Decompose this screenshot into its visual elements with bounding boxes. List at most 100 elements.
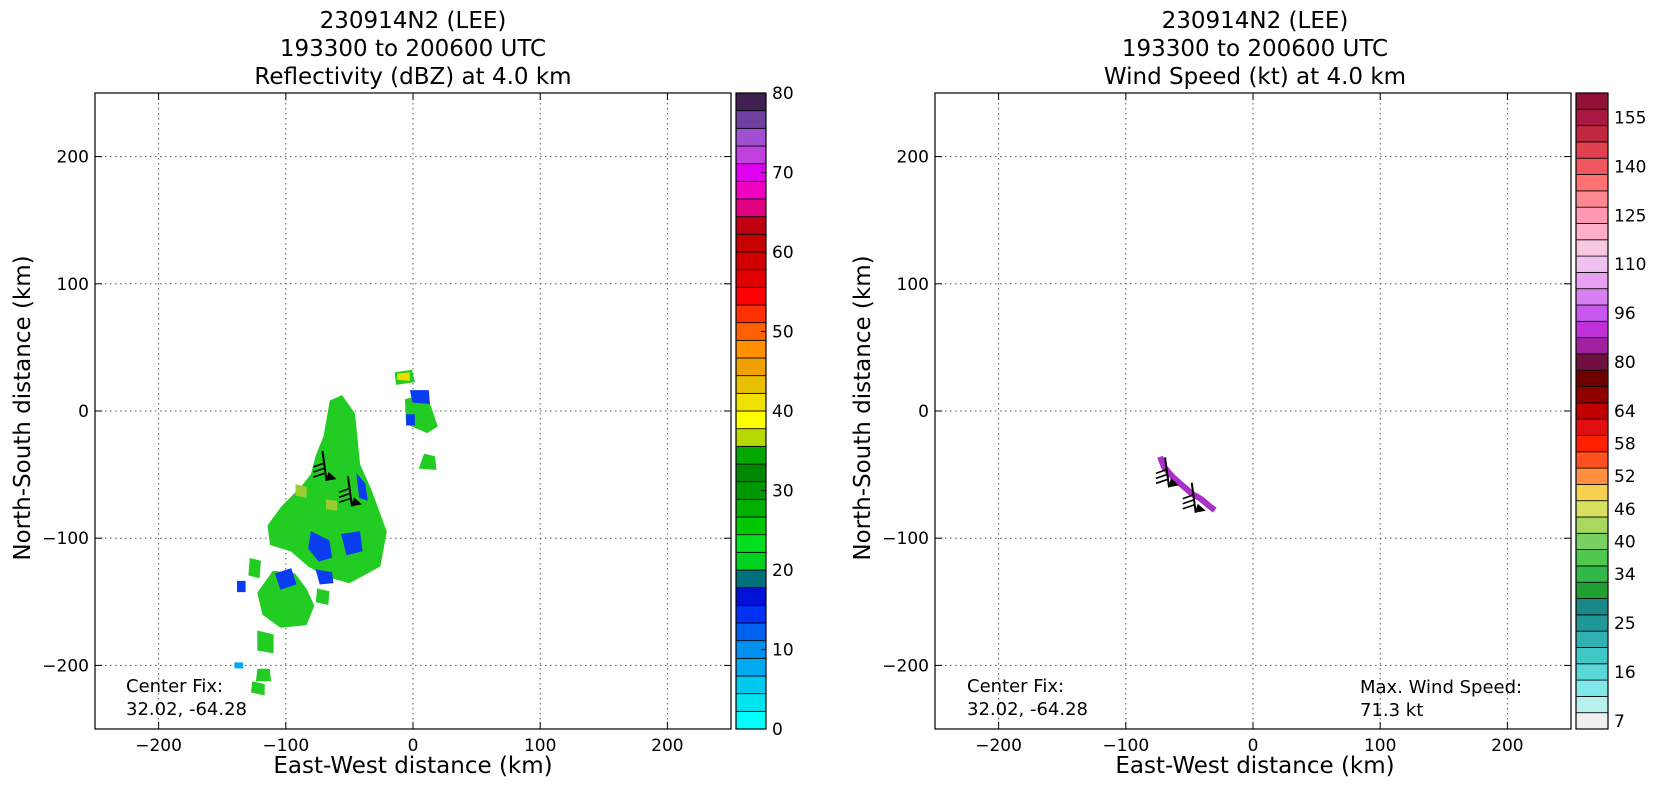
wind-colorbar-band-16 xyxy=(1575,451,1609,469)
reflectivity-colorbar-tick-label-5: 50 xyxy=(772,323,794,343)
reflectivity-colorbar-band-30 xyxy=(735,180,767,200)
reflectivity-colorbar-band-10 xyxy=(735,534,767,553)
wind-colorbar-band-18 xyxy=(1575,418,1609,436)
reflectivity-y-tick-label-1: −100 xyxy=(42,529,89,549)
wind-colorbar-band-30 xyxy=(1575,223,1609,241)
wind-colorbar-band-11 xyxy=(1575,532,1609,551)
reflectivity-title-line-1: 230914N2 (LEE) xyxy=(320,8,507,34)
reflectivity-colorbar-band-35 xyxy=(735,92,767,112)
echo-region-19 xyxy=(397,372,410,382)
wind-colorbar-frame xyxy=(1575,92,1609,730)
reflectivity-colorbar-tick-label-1: 10 xyxy=(772,641,794,661)
reflectivity-colorbar-band-19 xyxy=(735,375,767,394)
echo-region-11 xyxy=(308,531,333,562)
echo-region-6 xyxy=(315,588,330,605)
wind-colorbar-band-20 xyxy=(1575,386,1609,404)
wind-swath-0 xyxy=(1157,455,1217,513)
wind-colorbar-band-9 xyxy=(1575,565,1609,583)
wind-colorbar-band-27 xyxy=(1575,271,1609,290)
reflectivity-center-fix-value: 32.02, -64.28 xyxy=(126,699,247,720)
echo-region-20 xyxy=(295,484,307,499)
wind-colorbar-tick-label-14: 155 xyxy=(1614,108,1646,128)
wind-colorbar-band-24 xyxy=(1575,320,1609,339)
wind-colorbar-band-13 xyxy=(1575,500,1609,518)
wind-colorbar-band-31 xyxy=(1575,206,1609,224)
echo-region-16 xyxy=(406,414,415,426)
wind-colorbar-band-2 xyxy=(1575,679,1609,697)
wind-colorbar-band-28 xyxy=(1575,255,1609,273)
reflectivity-data-layer xyxy=(234,369,438,696)
wind-colorbar-band-22 xyxy=(1575,353,1609,371)
reflectivity-colorbar-band-2 xyxy=(735,675,767,695)
wind-colorbar-band-4 xyxy=(1575,647,1609,665)
echo-region-10 xyxy=(356,473,368,501)
reflectivity-colorbar-band-20 xyxy=(735,357,767,377)
reflectivity-colorbar-tick-label-0: 0 xyxy=(772,720,783,740)
reflectivity-center-fix-label: Center Fix: xyxy=(126,676,223,697)
reflectivity-colorbar-tick-label-7: 70 xyxy=(772,164,794,184)
max-wind-speed-value: 71.3 kt xyxy=(1360,700,1423,721)
echo-region-1 xyxy=(257,570,315,628)
wind-colorbar-tick-label-11: 110 xyxy=(1614,255,1646,275)
echo-region-4 xyxy=(418,453,437,471)
wind-colorbar-band-14 xyxy=(1575,483,1609,502)
reflectivity-colorbar-band-25 xyxy=(735,269,767,288)
reflectivity-colorbar-band-15 xyxy=(735,445,767,465)
wind-title-line-2: 193300 to 200600 UTC xyxy=(1122,36,1388,62)
wind-colorbar-tick-label-3: 34 xyxy=(1614,565,1636,585)
reflectivity-colorbar-band-14 xyxy=(735,463,767,483)
echo-region-17 xyxy=(237,580,246,593)
reflectivity-y-tick-label-3: 100 xyxy=(57,275,89,295)
reflectivity-y-axis-label: North-South distance (km) xyxy=(10,255,36,560)
max-wind-speed-label: Max. Wind Speed: xyxy=(1360,677,1522,698)
reflectivity-colorbar-band-23 xyxy=(735,304,767,324)
wind-colorbar-band-0 xyxy=(1575,712,1609,730)
reflectivity-y-tick-label-4: 200 xyxy=(57,148,89,168)
wind-colorbar-band-29 xyxy=(1575,239,1609,257)
echo-region-13 xyxy=(274,568,297,590)
wind-colorbar-band-32 xyxy=(1575,190,1609,208)
reflectivity-colorbar-tick-label-6: 60 xyxy=(772,243,794,263)
echo-region-21 xyxy=(326,499,338,511)
wind-y-tick-label-1: −100 xyxy=(882,529,929,549)
reflectivity-plot-area: −200 −100 0 100 200 −200 −100 0 100 200 xyxy=(42,92,732,756)
reflectivity-colorbar-band-7 xyxy=(735,587,767,606)
wind-colorbar-tick-label-7: 58 xyxy=(1614,435,1636,455)
reflectivity-colorbar-band-32 xyxy=(735,145,767,165)
reflectivity-colorbar-tick-label-2: 20 xyxy=(772,561,794,581)
wind-barb-2 xyxy=(1182,482,1206,513)
wind-speed-colorbar: 7 16 25 34 40 46 52 58 64 80 96 110 125 140 155 xyxy=(1575,92,1646,732)
reflectivity-x-tick-label-0: −200 xyxy=(135,736,182,756)
wind-data-layer xyxy=(1155,455,1217,513)
reflectivity-title-line-2: 193300 to 200600 UTC xyxy=(280,36,546,62)
wind-colorbar-band-35 xyxy=(1575,141,1609,159)
wind-y-tick-label-0: −200 xyxy=(882,656,929,676)
wind-colorbar-band-10 xyxy=(1575,549,1609,567)
wind-colorbar-tick-label-8: 64 xyxy=(1614,402,1636,422)
reflectivity-x-tick-label-4: 200 xyxy=(651,736,683,756)
wind-colorbar-tick-label-12: 125 xyxy=(1614,206,1646,226)
reflectivity-y-tick-label-0: −200 xyxy=(42,656,89,676)
reflectivity-x-tick-label-3: 100 xyxy=(524,736,556,756)
wind-x-tick-label-4: 200 xyxy=(1491,736,1523,756)
wind-colorbar-band-8 xyxy=(1575,581,1609,599)
wind-colorbar-tick-label-10: 96 xyxy=(1614,304,1636,324)
echo-region-5 xyxy=(248,557,261,579)
wind-colorbar-tick-label-6: 52 xyxy=(1614,467,1636,487)
reflectivity-colorbar-band-11 xyxy=(735,516,767,536)
echo-region-18 xyxy=(234,662,244,669)
echo-region-12 xyxy=(341,531,363,556)
wind-colorbar-band-15 xyxy=(1575,467,1609,485)
reflectivity-colorbar-band-24 xyxy=(735,286,767,306)
wind-center-fix-value: 32.02, -64.28 xyxy=(967,699,1088,720)
echo-region-7 xyxy=(257,630,274,654)
wind-colorbar-tick-label-2: 25 xyxy=(1614,614,1636,634)
wind-colorbar-band-36 xyxy=(1575,125,1609,143)
wind-colorbar-band-38 xyxy=(1575,92,1609,110)
wind-speed-panel: 230914N2 (LEE) 193300 to 200600 UTC Wind… xyxy=(850,8,1646,779)
wind-x-tick-label-2: 0 xyxy=(1248,736,1259,756)
reflectivity-colorbar-band-18 xyxy=(735,392,767,412)
wind-colorbar-tick-label-0: 7 xyxy=(1614,712,1625,732)
wind-y-tick-label-4: 200 xyxy=(897,148,929,168)
